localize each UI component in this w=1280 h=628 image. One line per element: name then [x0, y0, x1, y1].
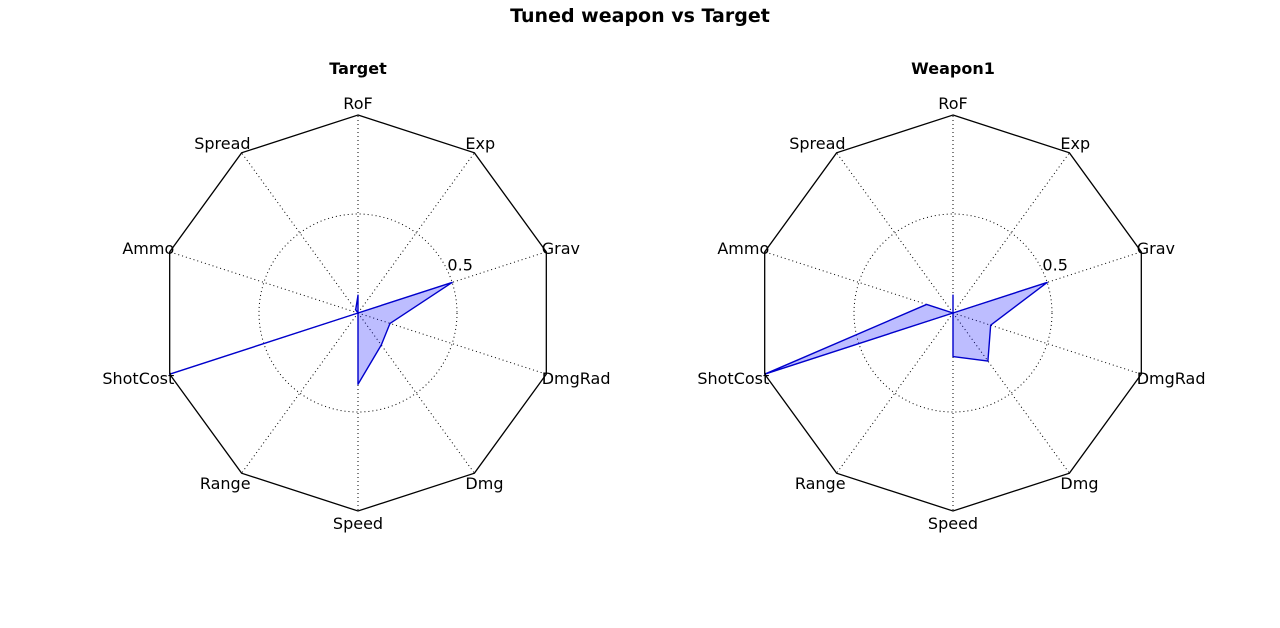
- spoke-range: [241, 312, 359, 474]
- radar-chart-target: Target RoF Exp Grav DmgRad Dmg Speed Range Shot…: [102, 59, 610, 533]
- spoke-exp: [952, 152, 1070, 314]
- axis-label-shotcost: ShotCost: [697, 369, 769, 388]
- spoke-range: [836, 312, 954, 474]
- series-area: [168, 281, 453, 385]
- spoke-exp: [357, 152, 475, 314]
- axis-label-rof: RoF: [343, 94, 372, 113]
- axis-label-ammo: Ammo: [717, 239, 769, 258]
- radial-gridline: [258, 213, 458, 413]
- axis-label-dmgrad: DmgRad: [1137, 369, 1206, 388]
- axis-label-ammo: Ammo: [122, 239, 174, 258]
- axis-label-speed: Speed: [333, 514, 383, 533]
- axis-label-dmg: Dmg: [465, 474, 503, 493]
- spoke-dmg: [952, 312, 1070, 474]
- series-area: [763, 281, 1048, 375]
- spoke-ammo: [764, 251, 954, 314]
- axis-label-spread: Spread: [194, 134, 250, 153]
- axis-label-grav: Grav: [542, 239, 580, 258]
- axis-label-shotcost: ShotCost: [102, 369, 174, 388]
- axis-label-range: Range: [200, 474, 251, 493]
- radial-tick-label: 0.5: [447, 255, 472, 274]
- axis-label-spread: Spread: [789, 134, 845, 153]
- axis-label-speed: Speed: [928, 514, 978, 533]
- axis-label-exp: Exp: [1060, 134, 1090, 153]
- figure-title: Tuned weapon vs Target: [510, 5, 770, 27]
- chart-title: Target: [329, 59, 387, 78]
- radar-frame: [764, 114, 1142, 512]
- radial-tick-label: 0.5: [1042, 255, 1067, 274]
- radar-chart-weapon1: Weapon1 RoF Exp Grav DmgRad Dmg Speed Range Sho…: [697, 59, 1205, 533]
- spoke-dmgrad: [952, 312, 1142, 375]
- spoke-dmg: [357, 312, 475, 474]
- axis-label-dmgrad: DmgRad: [542, 369, 611, 388]
- axis-label-range: Range: [795, 474, 846, 493]
- chart-title: Weapon1: [911, 59, 995, 78]
- spoke-spread: [836, 152, 954, 314]
- spoke-ammo: [169, 251, 359, 314]
- radar-frame: [169, 114, 547, 512]
- axis-label-grav: Grav: [1137, 239, 1175, 258]
- axis-label-rof: RoF: [938, 94, 967, 113]
- radial-gridline: [853, 213, 1053, 413]
- spoke-spread: [241, 152, 359, 314]
- axis-label-dmg: Dmg: [1060, 474, 1098, 493]
- axis-label-exp: Exp: [465, 134, 495, 153]
